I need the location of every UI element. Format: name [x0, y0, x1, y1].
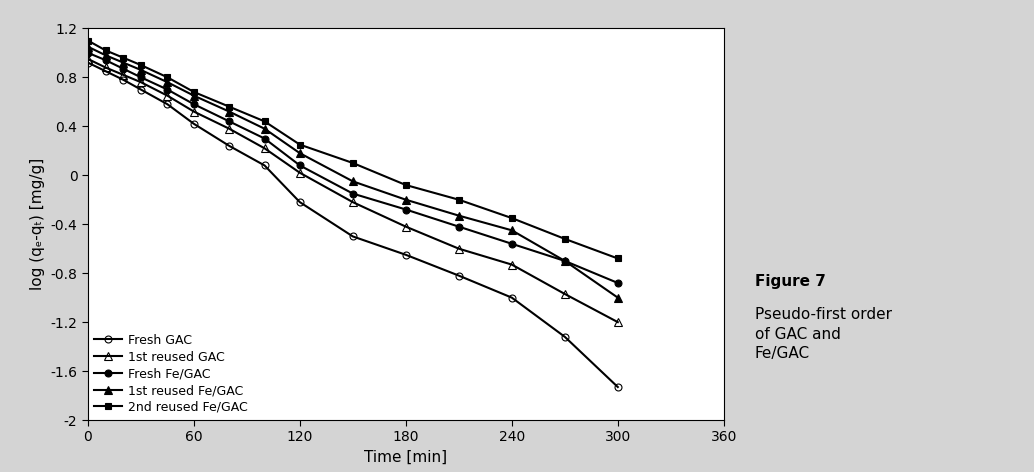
1st reused GAC: [506, 262, 518, 268]
Fresh GAC: [161, 101, 174, 107]
2nd reused Fe/GAC: [161, 75, 174, 80]
Fresh Fe/GAC: [294, 162, 306, 169]
2nd reused Fe/GAC: [258, 118, 271, 124]
1st reused Fe/GAC: [134, 67, 147, 73]
Fresh GAC: [99, 68, 112, 74]
1st reused Fe/GAC: [506, 228, 518, 233]
Fresh Fe/GAC: [117, 66, 129, 72]
Fresh GAC: [346, 234, 359, 239]
Fresh GAC: [399, 252, 412, 258]
1st reused GAC: [258, 145, 271, 151]
2nd reused Fe/GAC: [453, 197, 465, 202]
Fresh GAC: [117, 77, 129, 83]
1st reused Fe/GAC: [258, 126, 271, 132]
1st reused GAC: [161, 93, 174, 99]
Fresh Fe/GAC: [99, 57, 112, 63]
Fresh Fe/GAC: [399, 207, 412, 212]
Fresh Fe/GAC: [82, 50, 94, 56]
Fresh Fe/GAC: [258, 135, 271, 141]
Line: 1st reused Fe/GAC: 1st reused Fe/GAC: [84, 42, 622, 302]
1st reused Fe/GAC: [82, 44, 94, 50]
1st reused GAC: [399, 224, 412, 229]
Text: Figure 7: Figure 7: [755, 274, 826, 289]
Y-axis label: log (qₑ-qₜ) [mg/g]: log (qₑ-qₜ) [mg/g]: [30, 158, 44, 290]
Fresh GAC: [453, 273, 465, 278]
1st reused GAC: [453, 246, 465, 252]
1st reused GAC: [558, 291, 571, 297]
Fresh GAC: [612, 384, 625, 390]
Fresh Fe/GAC: [161, 87, 174, 93]
1st reused Fe/GAC: [161, 79, 174, 85]
2nd reused Fe/GAC: [612, 256, 625, 261]
1st reused GAC: [117, 72, 129, 78]
Fresh GAC: [188, 121, 201, 126]
Fresh Fe/GAC: [223, 118, 236, 124]
1st reused Fe/GAC: [453, 213, 465, 219]
1st reused GAC: [99, 65, 112, 70]
1st reused Fe/GAC: [223, 109, 236, 114]
2nd reused Fe/GAC: [399, 182, 412, 188]
1st reused GAC: [134, 79, 147, 85]
1st reused Fe/GAC: [99, 52, 112, 58]
1st reused GAC: [346, 199, 359, 205]
1st reused GAC: [223, 126, 236, 132]
2nd reused Fe/GAC: [506, 215, 518, 221]
Fresh Fe/GAC: [453, 224, 465, 229]
Fresh Fe/GAC: [188, 101, 201, 107]
1st reused Fe/GAC: [188, 93, 201, 99]
Fresh Fe/GAC: [346, 191, 359, 196]
2nd reused Fe/GAC: [346, 160, 359, 166]
X-axis label: Time [min]: Time [min]: [364, 450, 448, 465]
Fresh Fe/GAC: [612, 280, 625, 286]
Fresh GAC: [258, 162, 271, 169]
Fresh GAC: [506, 295, 518, 301]
Line: 1st reused GAC: 1st reused GAC: [84, 55, 622, 326]
Line: Fresh Fe/GAC: Fresh Fe/GAC: [85, 50, 621, 287]
2nd reused Fe/GAC: [117, 55, 129, 60]
2nd reused Fe/GAC: [134, 62, 147, 68]
1st reused GAC: [612, 319, 625, 325]
Fresh GAC: [82, 60, 94, 66]
2nd reused Fe/GAC: [223, 104, 236, 110]
1st reused Fe/GAC: [294, 151, 306, 156]
Fresh Fe/GAC: [506, 241, 518, 246]
2nd reused Fe/GAC: [188, 89, 201, 95]
Fresh GAC: [558, 334, 571, 340]
Fresh Fe/GAC: [558, 258, 571, 264]
Legend: Fresh GAC, 1st reused GAC, Fresh Fe/GAC, 1st reused Fe/GAC, 2nd reused Fe/GAC: Fresh GAC, 1st reused GAC, Fresh Fe/GAC,…: [94, 334, 247, 414]
1st reused Fe/GAC: [346, 178, 359, 184]
2nd reused Fe/GAC: [558, 236, 571, 242]
1st reused GAC: [188, 109, 201, 114]
Fresh GAC: [223, 143, 236, 149]
1st reused Fe/GAC: [558, 258, 571, 264]
1st reused Fe/GAC: [117, 60, 129, 66]
Line: Fresh GAC: Fresh GAC: [85, 59, 621, 390]
1st reused Fe/GAC: [612, 295, 625, 301]
Fresh Fe/GAC: [134, 75, 147, 80]
1st reused Fe/GAC: [399, 197, 412, 202]
2nd reused Fe/GAC: [82, 38, 94, 43]
Text: Pseudo-first order
of GAC and
Fe/GAC: Pseudo-first order of GAC and Fe/GAC: [755, 307, 891, 362]
1st reused GAC: [294, 170, 306, 176]
2nd reused Fe/GAC: [99, 48, 112, 53]
Fresh GAC: [134, 87, 147, 93]
2nd reused Fe/GAC: [294, 142, 306, 147]
Fresh GAC: [294, 199, 306, 205]
1st reused GAC: [82, 56, 94, 62]
Line: 2nd reused Fe/GAC: 2nd reused Fe/GAC: [85, 37, 621, 262]
